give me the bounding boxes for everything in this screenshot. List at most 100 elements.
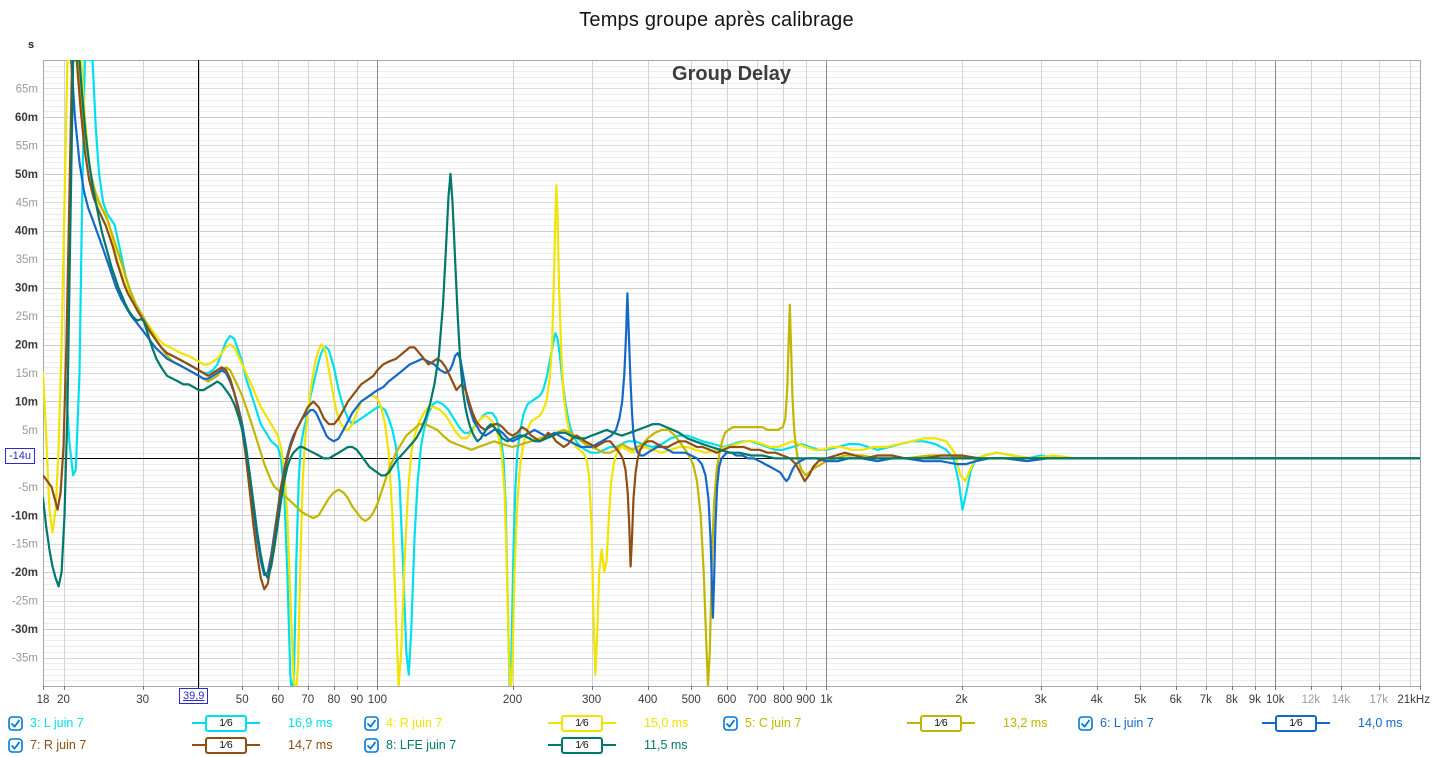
svg-text:90: 90 bbox=[350, 694, 363, 706]
legend-smoothing[interactable]: 1⁄6 bbox=[907, 714, 975, 732]
legend-trace-label[interactable]: 7: R juin 7 bbox=[30, 738, 87, 752]
svg-text:15m: 15m bbox=[16, 368, 38, 380]
legend-line-sample bbox=[192, 744, 205, 746]
svg-text:-30m: -30m bbox=[11, 624, 38, 636]
svg-text:700: 700 bbox=[747, 694, 766, 706]
legend-trace-label[interactable]: 8: LFE juin 7 bbox=[386, 738, 457, 752]
legend-trace-label[interactable]: 4: R juin 7 bbox=[386, 716, 443, 730]
svg-text:18: 18 bbox=[37, 694, 50, 706]
legend-line-sample bbox=[907, 722, 920, 724]
legend-checkbox[interactable] bbox=[364, 737, 379, 753]
cursor-y-readout: -14u bbox=[5, 448, 36, 464]
legend-line-sample bbox=[247, 744, 260, 746]
svg-text:-20m: -20m bbox=[11, 567, 38, 579]
cursor-frequency-readout: 39,9 bbox=[179, 688, 209, 704]
legend-smoothing[interactable]: 1⁄6 bbox=[192, 714, 260, 732]
svg-text:60m: 60m bbox=[15, 112, 38, 124]
svg-text:30m: 30m bbox=[15, 283, 38, 295]
smoothing-badge: 1⁄6 bbox=[1275, 714, 1317, 732]
trace bbox=[43, 60, 1420, 686]
svg-text:6k: 6k bbox=[1170, 694, 1182, 706]
svg-text:21kHz: 21kHz bbox=[1397, 694, 1430, 706]
smoothing-badge: 1⁄6 bbox=[920, 714, 962, 732]
svg-text:14k: 14k bbox=[1332, 694, 1351, 706]
svg-text:-35m: -35m bbox=[12, 653, 38, 665]
smoothing-badge: 1⁄6 bbox=[205, 736, 247, 754]
legend-line-sample bbox=[1262, 722, 1275, 724]
svg-text:30: 30 bbox=[136, 694, 149, 706]
svg-text:5k: 5k bbox=[1134, 694, 1146, 706]
trace bbox=[43, 60, 1420, 591]
svg-text:-5m: -5m bbox=[18, 482, 38, 494]
trace bbox=[64, 60, 1420, 686]
svg-text:-15m: -15m bbox=[12, 539, 38, 551]
legend-line-sample bbox=[603, 722, 616, 724]
trace bbox=[43, 60, 1420, 588]
svg-text:1k: 1k bbox=[820, 694, 832, 706]
svg-text:10m: 10m bbox=[15, 397, 38, 409]
legend-trace-label[interactable]: 6: L juin 7 bbox=[1100, 716, 1154, 730]
legend-line-sample bbox=[247, 722, 260, 724]
legend-smoothing[interactable]: 1⁄6 bbox=[548, 714, 616, 732]
svg-text:35m: 35m bbox=[16, 254, 38, 266]
legend-smoothing[interactable]: 1⁄6 bbox=[548, 736, 616, 754]
svg-text:900: 900 bbox=[796, 694, 815, 706]
legend-smoothing[interactable]: 1⁄6 bbox=[192, 736, 260, 754]
svg-text:300: 300 bbox=[582, 694, 601, 706]
svg-text:2k: 2k bbox=[955, 694, 967, 706]
legend-trace-label[interactable]: 5: C juin 7 bbox=[745, 716, 802, 730]
legend: 3: L juin 7 1⁄6 16,9 ms 4: R juin 7 1⁄6 15,0 … bbox=[0, 710, 1433, 757]
svg-text:600: 600 bbox=[717, 694, 736, 706]
svg-text:25m: 25m bbox=[16, 311, 38, 323]
legend-line-sample bbox=[1317, 722, 1330, 724]
svg-text:5m: 5m bbox=[22, 425, 38, 437]
svg-text:50: 50 bbox=[236, 694, 249, 706]
svg-text:800: 800 bbox=[773, 694, 792, 706]
legend-trace-label[interactable]: 3: L juin 7 bbox=[30, 716, 84, 730]
svg-text:20: 20 bbox=[57, 694, 70, 706]
legend-checkbox[interactable] bbox=[1078, 715, 1093, 731]
legend-delay-value: 14,7 ms bbox=[288, 738, 333, 752]
svg-text:12k: 12k bbox=[1302, 694, 1321, 706]
legend-line-sample bbox=[548, 722, 561, 724]
legend-checkbox[interactable] bbox=[8, 737, 23, 753]
trace bbox=[77, 60, 1420, 686]
trace bbox=[70, 60, 1420, 619]
svg-text:-10m: -10m bbox=[11, 510, 38, 522]
svg-text:4k: 4k bbox=[1091, 694, 1103, 706]
svg-text:400: 400 bbox=[638, 694, 657, 706]
legend-checkbox[interactable] bbox=[364, 715, 379, 731]
legend-delay-value: 15,0 ms bbox=[644, 716, 689, 730]
svg-text:65m: 65m bbox=[16, 84, 38, 96]
legend-line-sample bbox=[603, 744, 616, 746]
svg-text:9k: 9k bbox=[1249, 694, 1261, 706]
legend-delay-value: 13,2 ms bbox=[1003, 716, 1048, 730]
svg-text:200: 200 bbox=[503, 694, 522, 706]
legend-delay-value: 14,0 ms bbox=[1358, 716, 1403, 730]
legend-line-sample bbox=[548, 744, 561, 746]
smoothing-badge: 1⁄6 bbox=[561, 736, 603, 754]
svg-text:3k: 3k bbox=[1035, 694, 1047, 706]
group-delay-chart[interactable]: 65m 60m 55m 50m 45m 40m 35m 30m 25m 20m 15m 10m 5m -5… bbox=[0, 0, 1433, 712]
legend-smoothing[interactable]: 1⁄6 bbox=[1262, 714, 1330, 732]
svg-text:50m: 50m bbox=[15, 169, 38, 181]
svg-text:17k: 17k bbox=[1370, 694, 1389, 706]
chart-title: Group Delay bbox=[672, 63, 791, 85]
legend-delay-value: 11,5 ms bbox=[644, 738, 688, 752]
legend-checkbox[interactable] bbox=[723, 715, 738, 731]
svg-text:55m: 55m bbox=[16, 140, 38, 152]
svg-text:70: 70 bbox=[301, 694, 314, 706]
y-axis-unit-label: s bbox=[28, 39, 35, 51]
svg-text:20m: 20m bbox=[15, 340, 38, 352]
svg-text:7k: 7k bbox=[1200, 694, 1212, 706]
svg-text:45m: 45m bbox=[16, 197, 38, 209]
smoothing-badge: 1⁄6 bbox=[561, 714, 603, 732]
page-title: Temps groupe après calibrage bbox=[579, 9, 854, 31]
svg-text:-25m: -25m bbox=[12, 596, 38, 608]
legend-delay-value: 16,9 ms bbox=[288, 716, 333, 730]
legend-checkbox[interactable] bbox=[8, 715, 23, 731]
legend-line-sample bbox=[192, 722, 205, 724]
svg-text:80: 80 bbox=[328, 694, 341, 706]
svg-text:10k: 10k bbox=[1266, 694, 1285, 706]
